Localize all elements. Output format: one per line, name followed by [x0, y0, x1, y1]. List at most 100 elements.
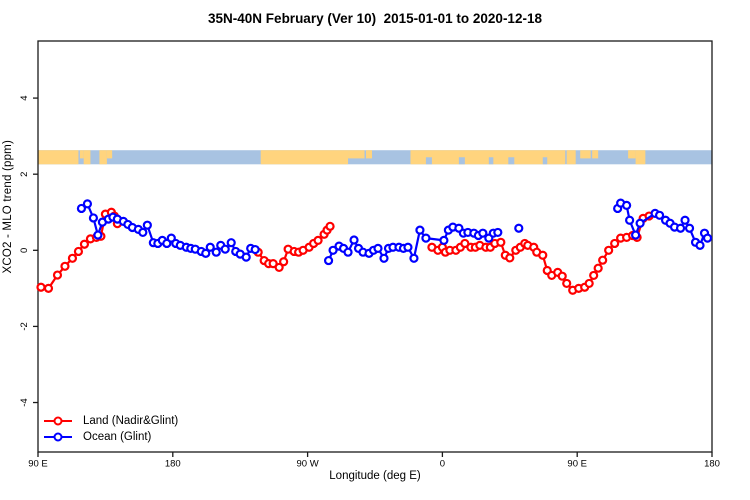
data-point-ocean: [220, 244, 230, 254]
data-point-ocean: [439, 235, 449, 246]
data-point-ocean: [373, 243, 383, 254]
y-tick-label: 4: [19, 95, 30, 100]
plot-box: [37, 40, 713, 453]
band-ocean-patch: [508, 157, 515, 165]
data-point-land: [505, 253, 515, 263]
data-point-land: [274, 262, 284, 273]
band-land-segment: [83, 150, 91, 165]
x-tick-label: 90 E: [28, 459, 48, 470]
band-land-segment: [580, 150, 591, 159]
data-point-land: [36, 282, 46, 292]
data-point-ocean: [622, 200, 632, 210]
data-point-ocean: [684, 223, 695, 233]
band-land-segment: [106, 150, 113, 159]
data-point-ocean: [478, 228, 488, 238]
y-tick-label: -2: [19, 322, 30, 330]
data-point-ocean: [702, 233, 713, 243]
data-point-land: [604, 245, 614, 255]
data-point-ocean: [343, 247, 353, 257]
data-point-land: [67, 253, 78, 263]
data-point-ocean: [349, 235, 359, 245]
data-point-land: [43, 283, 54, 293]
band-land-segment: [79, 150, 84, 159]
data-point-land: [538, 250, 548, 260]
data-point-ocean: [695, 240, 705, 250]
data-point-land: [598, 255, 608, 265]
y-tick-label: 2: [19, 172, 30, 177]
data-point-ocean: [138, 227, 148, 238]
x-axis-label: Longitude (deg E): [329, 470, 421, 482]
data-point-ocean: [226, 238, 236, 248]
y-tick-label: -4: [19, 398, 30, 406]
data-point-ocean: [250, 244, 260, 255]
data-point-ocean: [241, 252, 251, 262]
x-tick-label: 180: [704, 459, 720, 470]
data-point-ocean: [409, 253, 419, 263]
data-point-ocean: [82, 199, 93, 209]
band-land-segment: [348, 150, 365, 159]
data-point-ocean: [654, 210, 665, 220]
data-point-land: [279, 257, 289, 267]
legend-marker-land-icon: [44, 416, 72, 426]
data-point-ocean: [631, 230, 641, 240]
band-land-segment: [628, 150, 636, 159]
data-point-ocean: [421, 233, 431, 243]
data-point-ocean: [635, 218, 645, 228]
legend-label: Land (Nadir&Glint): [83, 415, 179, 427]
legend-dot-ocean-icon: [53, 432, 63, 442]
x-tick-label: 0: [440, 459, 445, 470]
band-land-segment: [366, 150, 373, 159]
data-point-land: [496, 237, 506, 247]
x-tick-label: 180: [165, 459, 181, 470]
band-land-segment: [99, 150, 107, 165]
legend-dot-land-icon: [53, 416, 63, 426]
band-ocean-patch: [425, 157, 432, 165]
data-point-land: [52, 270, 63, 280]
band-land-segment: [410, 150, 566, 165]
data-point-ocean: [201, 248, 211, 258]
data-point-ocean: [625, 215, 635, 225]
data-point-ocean: [415, 225, 425, 235]
legend-label: Ocean (Glint): [83, 431, 152, 443]
x-tick-label: 90 E: [567, 459, 587, 470]
data-point-ocean: [379, 253, 389, 263]
data-point-land: [557, 271, 567, 281]
data-point-land: [73, 246, 84, 257]
x-tick-label: 90 W: [297, 459, 319, 470]
band-ocean-patch: [542, 157, 548, 165]
data-point-ocean: [205, 242, 215, 252]
data-point-land: [593, 263, 603, 273]
data-point-ocean: [493, 227, 503, 238]
data-point-land: [313, 235, 323, 246]
data-point-ocean: [680, 215, 690, 225]
legend-marker-ocean-icon: [44, 432, 72, 442]
data-point-land: [610, 238, 620, 249]
data-point-ocean: [323, 255, 334, 266]
band-land-segment: [38, 150, 79, 165]
data-point-land: [562, 278, 572, 289]
data-point-land: [325, 221, 335, 231]
data-point-ocean: [93, 230, 103, 240]
chart-title: 35N-40N February (Ver 10) 2015-01-01 to …: [208, 11, 542, 26]
data-point-ocean: [328, 245, 338, 255]
data-point-ocean: [675, 223, 686, 233]
data-point-ocean: [211, 247, 221, 257]
legend-item-ocean: Ocean (Glint): [44, 429, 178, 445]
y-tick-label: 0: [19, 248, 30, 253]
data-point-land: [79, 239, 90, 249]
band-land-segment: [566, 150, 576, 165]
data-point-land: [60, 261, 70, 271]
band-land-segment: [592, 150, 599, 159]
band-land-segment: [260, 150, 349, 165]
data-point-ocean: [76, 203, 87, 214]
data-point-ocean-isolated: [514, 223, 524, 233]
data-point-ocean: [403, 242, 413, 252]
band-ocean-patch: [458, 157, 465, 165]
legend: Land (Nadir&Glint) Ocean (Glint): [44, 413, 178, 445]
band-ocean-base: [38, 150, 712, 165]
data-point-land: [589, 270, 599, 281]
data-point-ocean: [88, 213, 99, 223]
data-point-land: [584, 278, 594, 289]
